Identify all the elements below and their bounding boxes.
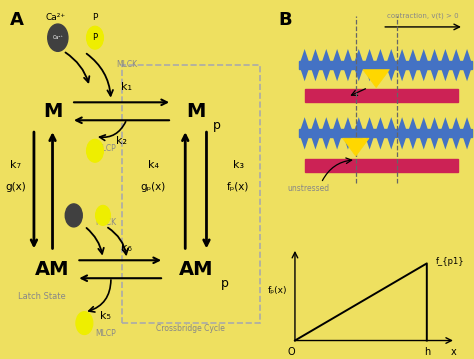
Text: fₚ(x): fₚ(x)	[267, 286, 287, 295]
Circle shape	[65, 204, 82, 227]
Text: M: M	[43, 102, 62, 121]
Text: contraction, v(t) > 0: contraction, v(t) > 0	[387, 13, 459, 19]
Text: k₃: k₃	[233, 160, 244, 170]
Text: MLCK: MLCK	[95, 218, 116, 227]
Text: unstressed: unstressed	[288, 184, 330, 193]
Text: MLCP: MLCP	[95, 144, 116, 153]
Circle shape	[86, 26, 103, 49]
Text: Ca²⁺: Ca²⁺	[45, 13, 65, 23]
Text: A: A	[10, 11, 24, 29]
Bar	[305, 159, 458, 172]
Text: fₚ(x): fₚ(x)	[227, 182, 249, 192]
Text: AM: AM	[179, 260, 213, 279]
Text: P: P	[92, 33, 98, 42]
Text: M: M	[186, 102, 206, 121]
Text: p: p	[221, 277, 229, 290]
Text: gₚ(x): gₚ(x)	[141, 182, 166, 192]
Bar	[121, 65, 260, 323]
Text: MLCK: MLCK	[116, 60, 137, 69]
Text: h: h	[424, 348, 430, 358]
Text: k₆: k₆	[121, 243, 132, 253]
Text: O: O	[287, 348, 295, 358]
Bar	[299, 61, 472, 69]
Text: k₂: k₂	[116, 136, 127, 146]
Text: P: P	[92, 13, 98, 23]
Circle shape	[96, 205, 110, 225]
Text: k₅: k₅	[100, 311, 111, 321]
Circle shape	[86, 139, 103, 162]
Bar	[305, 89, 458, 102]
Polygon shape	[363, 70, 390, 88]
Text: Latch State: Latch State	[18, 292, 66, 301]
Text: AM: AM	[35, 260, 70, 279]
Text: k₄: k₄	[148, 160, 159, 170]
Text: k₇: k₇	[10, 160, 21, 170]
Text: k₁: k₁	[121, 81, 132, 92]
Bar	[299, 129, 472, 137]
Polygon shape	[343, 138, 369, 156]
Text: p: p	[213, 119, 221, 132]
Text: x: x	[450, 348, 456, 358]
Text: Ca²⁺: Ca²⁺	[52, 35, 64, 40]
Text: Crossbridge Cycle: Crossbridge Cycle	[156, 324, 225, 333]
Text: f_{p1}: f_{p1}	[436, 257, 465, 266]
Text: B: B	[278, 11, 292, 29]
Circle shape	[76, 312, 93, 335]
Text: MLCP: MLCP	[95, 329, 116, 339]
Text: g(x): g(x)	[5, 182, 26, 192]
Circle shape	[48, 24, 68, 51]
